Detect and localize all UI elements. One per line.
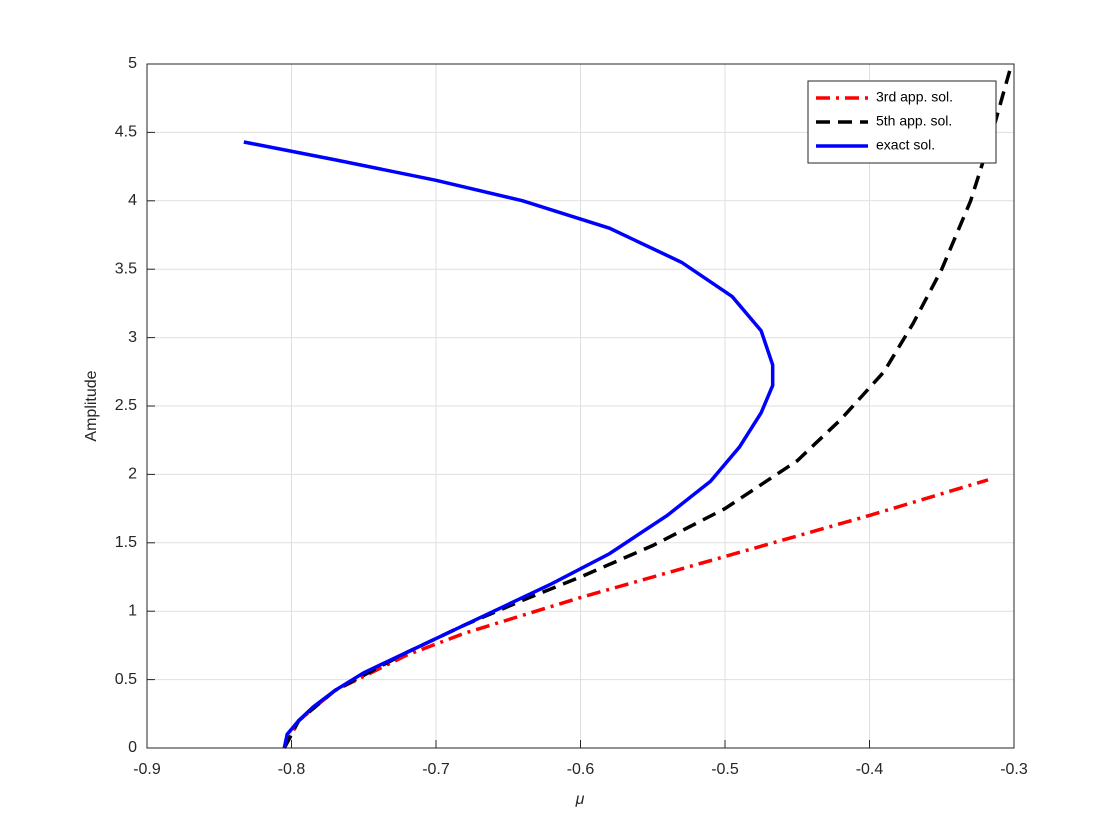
y-tick-label: 5 [128, 55, 137, 72]
x-tick-label: -0.9 [133, 761, 161, 778]
y-tick-label: 0.5 [115, 671, 137, 688]
y-tick-label: 4.5 [115, 124, 137, 141]
legend-label: exact sol. [876, 137, 935, 153]
y-tick-label: 1.5 [115, 534, 137, 551]
legend-label: 3rd app. sol. [876, 89, 953, 105]
series-line [243, 140, 775, 749]
x-tick-label: -0.6 [567, 761, 595, 778]
series-line [282, 478, 989, 749]
y-tick-label: 2 [128, 466, 137, 483]
x-tick-label: -0.7 [422, 761, 450, 778]
x-axis-label: μ [575, 791, 585, 808]
y-tick-label: 3 [128, 329, 137, 346]
plot-frame [146, 63, 1015, 749]
y-tick-label: 1 [128, 602, 137, 619]
y-tick-label: 2.5 [115, 397, 137, 414]
y-tick-label: 3.5 [115, 260, 137, 277]
legend-label: 5th app. sol. [876, 113, 952, 129]
x-tick-label: -0.4 [856, 761, 884, 778]
x-tick-label: -0.8 [278, 761, 306, 778]
y-axis-label: Amplitude [83, 370, 100, 441]
y-tick-label: 4 [128, 192, 137, 209]
y-tick-label: 0 [128, 739, 137, 756]
legend: 3rd app. sol. 5th app. sol. exact sol. [807, 80, 997, 164]
x-tick-label: -0.5 [711, 761, 739, 778]
x-tick-label: -0.3 [1000, 761, 1028, 778]
